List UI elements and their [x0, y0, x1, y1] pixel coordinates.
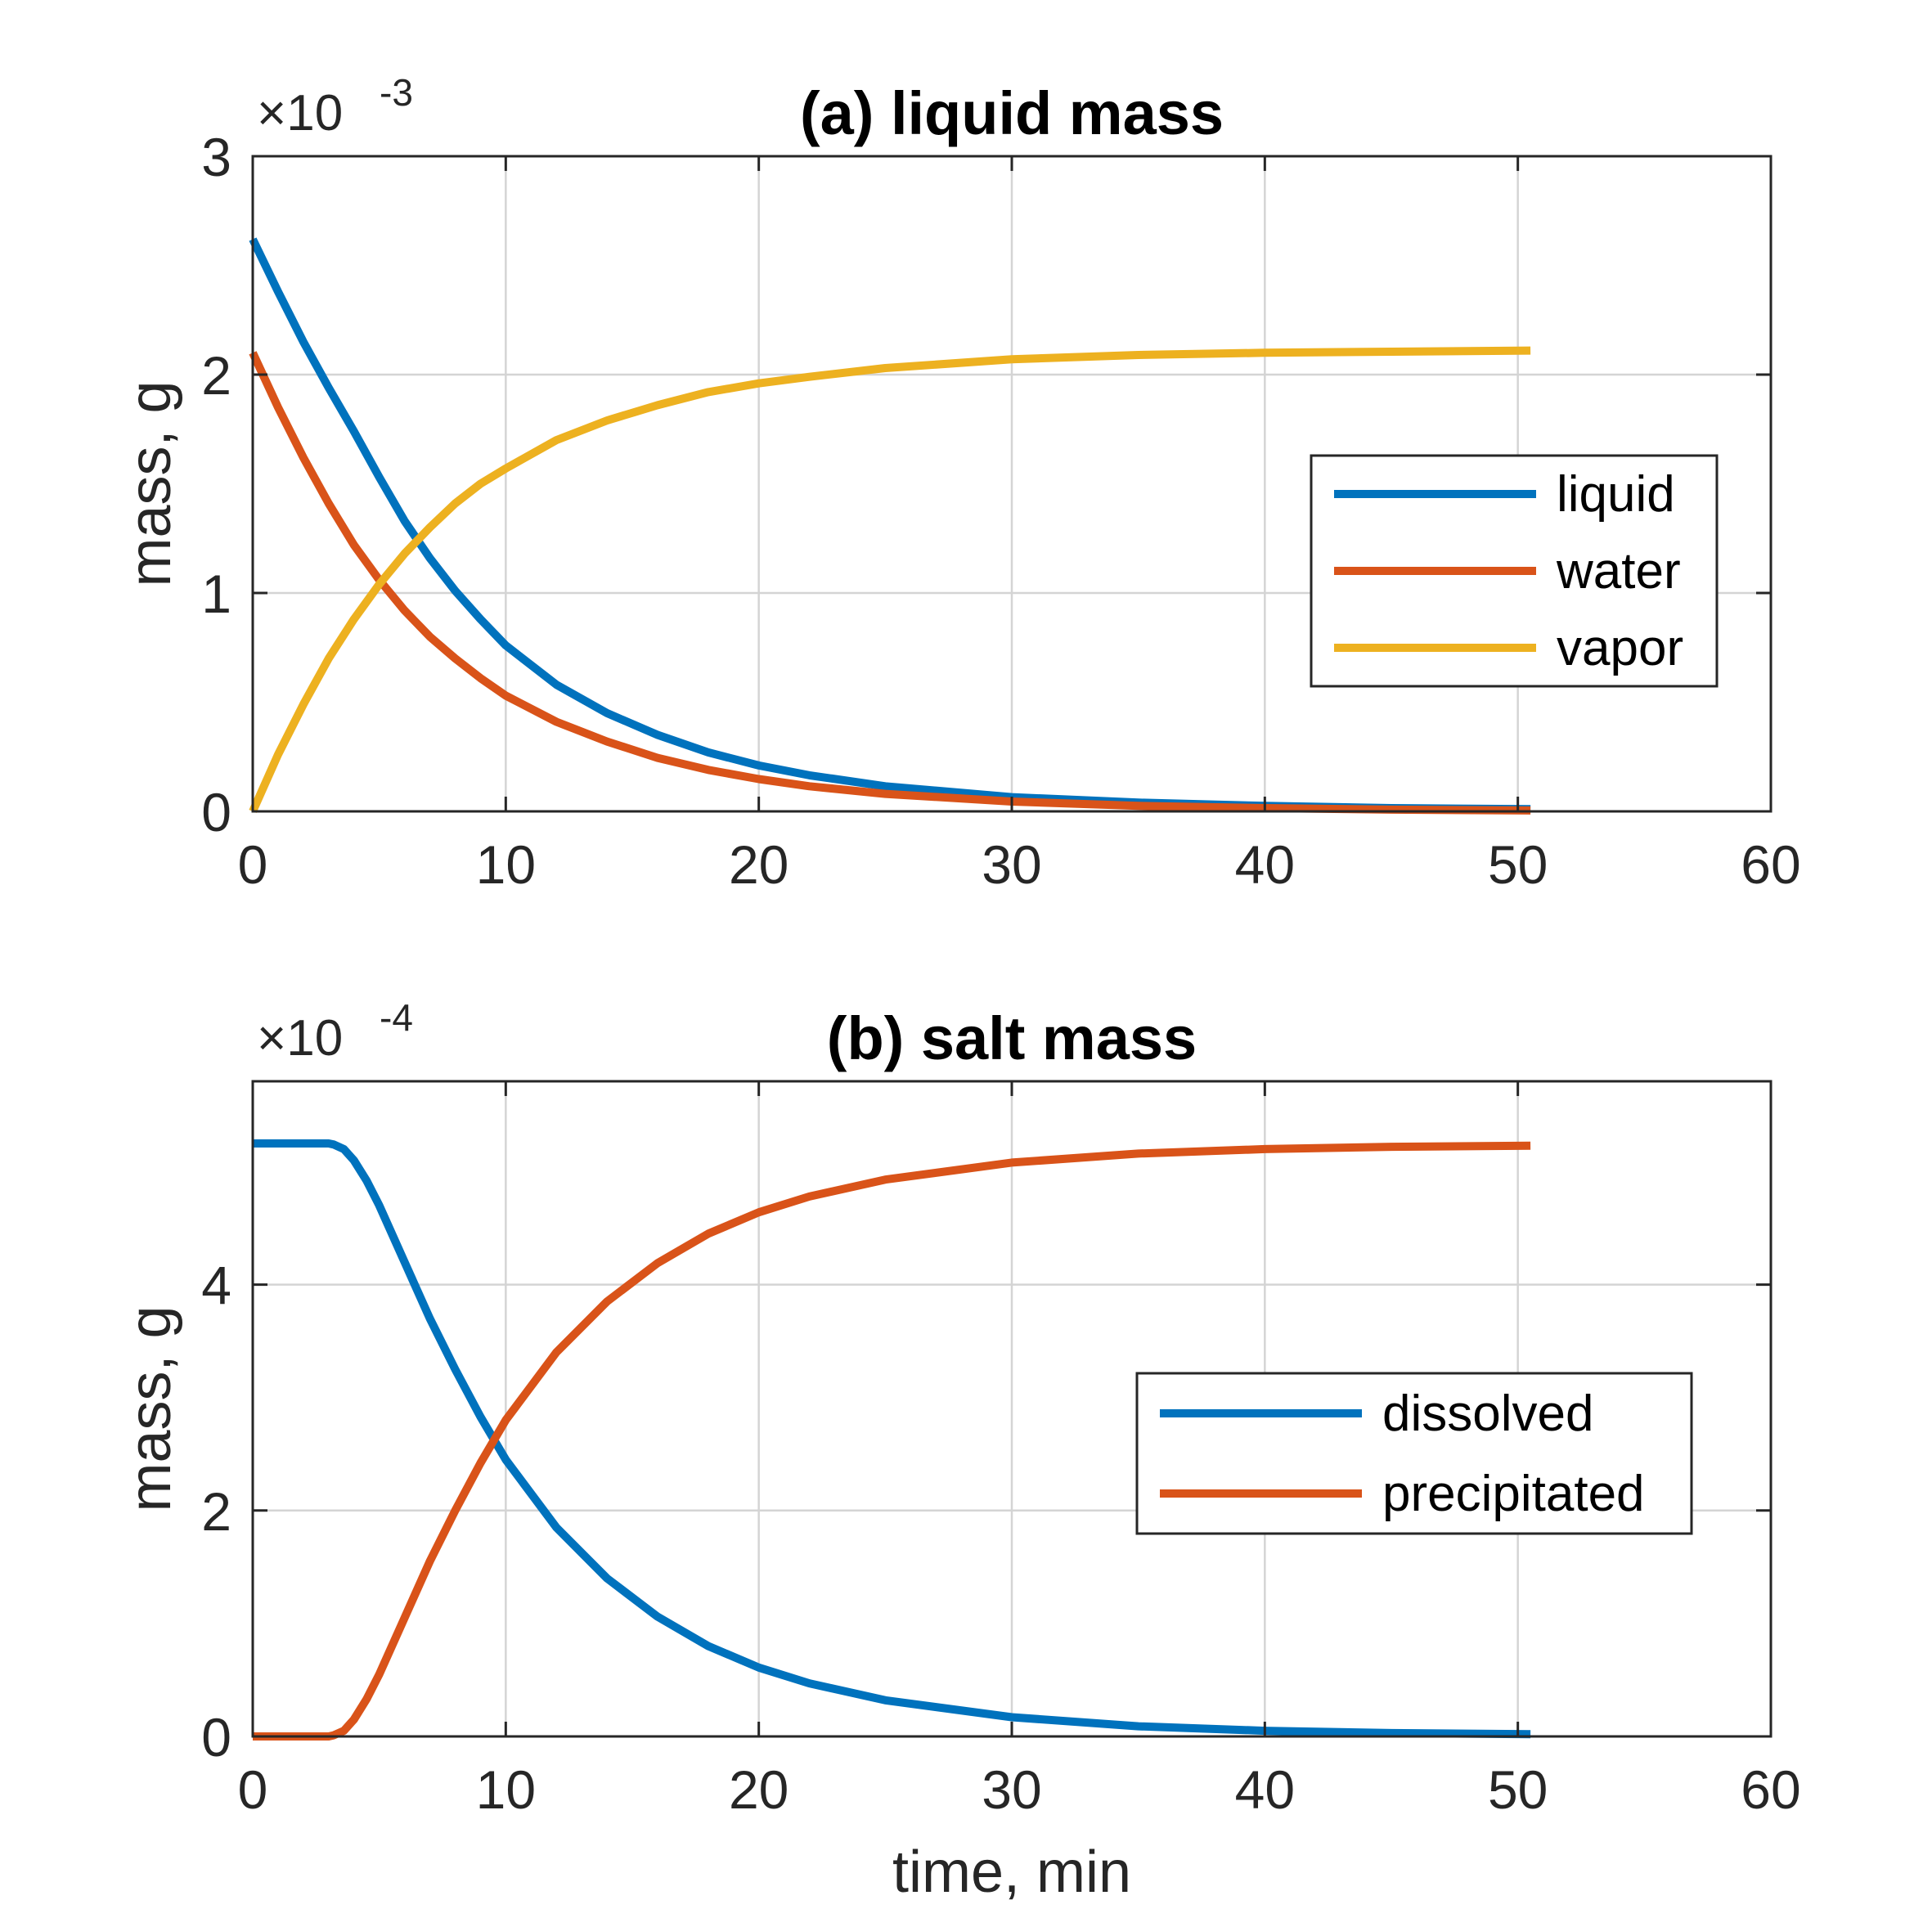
chart-panel-b: 0 10 20 30 40 50 60 0 2 4 ×10 -4 (b) salt mass mass, …	[118, 996, 1801, 1905]
y-exponent-power: -3	[380, 71, 413, 114]
x-tick-label: 0	[238, 834, 268, 895]
legend: dissolved precipitated	[1135, 1372, 1693, 1535]
x-tick-label: 0	[238, 1759, 268, 1820]
y-tick-label: 0	[201, 782, 231, 842]
x-tick-label: 50	[1488, 1759, 1548, 1820]
x-tick-label: 60	[1741, 1759, 1800, 1820]
x-tick-label: 40	[1235, 1759, 1295, 1820]
x-tick-label: 10	[476, 1759, 536, 1820]
chart-panel-a: 0 10 20 30 40 50 60 0 1 2 3 ×10 -3 (a) liquid mass mas…	[118, 71, 1801, 895]
y-tick-label: 0	[201, 1707, 231, 1768]
x-tick-label: 40	[1235, 834, 1295, 895]
x-tick-label: 60	[1741, 834, 1800, 895]
legend-label-liquid: liquid	[1557, 466, 1675, 523]
chart-title: (a) liquid mass	[800, 79, 1224, 147]
series-line-precipitated	[253, 1141, 1531, 1741]
y-tick-label: 1	[201, 564, 231, 624]
x-tick-label: 50	[1488, 834, 1548, 895]
legend-label-precipitated: precipitated	[1382, 1466, 1645, 1522]
legend: liquid water vapor	[1310, 454, 1719, 688]
y-exponent-power: -4	[380, 996, 413, 1039]
y-tick-label: 4	[201, 1255, 231, 1316]
x-tick-label: 20	[729, 1759, 789, 1820]
legend-label-water: water	[1556, 543, 1681, 600]
legend-box	[1135, 1372, 1693, 1535]
x-tick-label: 10	[476, 834, 536, 895]
series-line-vapor	[249, 346, 1531, 814]
legend-label-vapor: vapor	[1557, 620, 1683, 676]
y-exponent-label: ×10	[257, 85, 343, 141]
x-tick-label: 30	[982, 834, 1041, 895]
x-tick-label: 20	[729, 834, 789, 895]
x-axis-label: time, min	[892, 1839, 1131, 1905]
y-tick-label: 2	[201, 345, 231, 406]
y-tick-label: 3	[201, 127, 231, 187]
y-axis-label: mass, g	[118, 380, 183, 586]
y-exponent-label: ×10	[257, 1010, 343, 1067]
series-line-water	[249, 351, 1531, 815]
x-tick-label: 30	[982, 1759, 1041, 1820]
y-tick-label: 2	[201, 1481, 231, 1542]
y-axis-label: mass, g	[118, 1305, 183, 1512]
legend-label-dissolved: dissolved	[1382, 1386, 1593, 1442]
chart-title: (b) salt mass	[827, 1004, 1197, 1072]
